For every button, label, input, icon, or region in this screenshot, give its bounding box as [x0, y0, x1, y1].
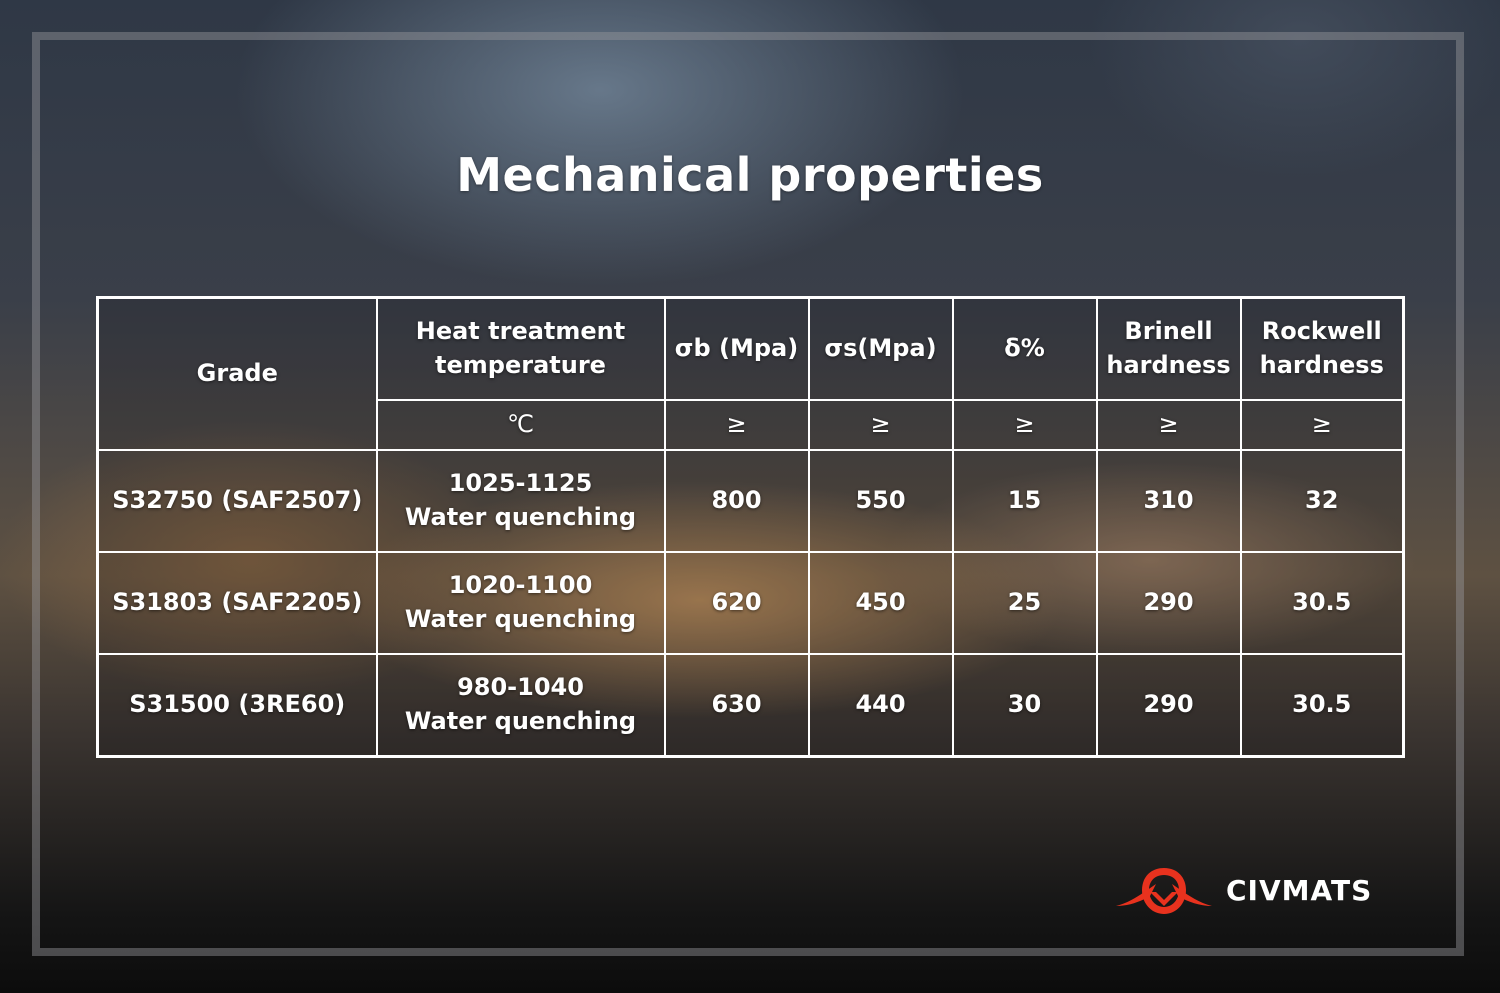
table-row: S31803 (SAF2205) 1020-1100 Water quenchi… [96, 551, 1405, 655]
header-sigma-b: σb (Mpa) [663, 296, 810, 401]
cell-temp: 1020-1100 [448, 571, 593, 600]
header-rockwell-line1: Rockwell [1261, 317, 1382, 346]
cell-brinell: 290 [1095, 551, 1242, 655]
cell-brinell: 310 [1095, 449, 1242, 553]
cell-method: Water quenching [404, 503, 637, 531]
cell-sigma-b: 630 [663, 653, 810, 758]
cell-delta: 15 [951, 449, 1098, 553]
cell-sigma-s: 450 [807, 551, 954, 655]
cell-grade: S31803 (SAF2205) [96, 551, 378, 655]
cell-rockwell: 30.5 [1239, 551, 1405, 655]
page-title: Mechanical properties [456, 148, 1044, 202]
civmats-logo: CIVMATS [1114, 862, 1374, 922]
header-grade: Grade [96, 296, 378, 451]
cell-sigma-s: 440 [807, 653, 954, 758]
header-rockwell: Rockwell hardness [1239, 296, 1405, 401]
header-heat-treatment-line2: temperature [435, 351, 606, 379]
unit-sigma-s: ≥ [807, 399, 954, 451]
header-sigma-s: σs(Mpa) [807, 296, 954, 401]
table-row: S32750 (SAF2507) 1025-1125 Water quenchi… [96, 449, 1405, 553]
mechanical-properties-table: Grade Heat treatment temperature σb (Mpa… [96, 296, 1405, 758]
unit-sigma-b: ≥ [663, 399, 810, 451]
table-units-row: ℃ ≥ ≥ ≥ ≥ ≥ [98, 399, 1405, 451]
header-heat-treatment-line1: Heat treatment [415, 317, 626, 346]
unit-brinell: ≥ [1095, 399, 1242, 451]
cell-temp: 1025-1125 [448, 469, 593, 498]
cell-sigma-b: 800 [663, 449, 810, 553]
cell-delta: 30 [951, 653, 1098, 758]
cell-rockwell: 32 [1239, 449, 1405, 553]
table-row: S31500 (3RE60) 980-1040 Water quenching … [96, 653, 1405, 758]
cell-method: Water quenching [404, 605, 637, 633]
civmats-logo-icon [1116, 868, 1212, 914]
cell-rockwell: 30.5 [1239, 653, 1405, 758]
cell-sigma-b: 620 [663, 551, 810, 655]
cell-heat-treatment: 1025-1125 Water quenching [375, 449, 666, 553]
cell-grade: S31500 (3RE60) [96, 653, 378, 758]
cell-delta: 25 [951, 551, 1098, 655]
header-brinell: Brinell hardness [1095, 296, 1242, 401]
cell-heat-treatment: 980-1040 Water quenching [375, 653, 666, 758]
header-brinell-line1: Brinell [1124, 317, 1213, 346]
cell-brinell: 290 [1095, 653, 1242, 758]
cell-heat-treatment: 1020-1100 Water quenching [375, 551, 666, 655]
cell-method: Water quenching [404, 707, 637, 735]
cell-temp: 980-1040 [457, 673, 584, 702]
background-frame [32, 32, 1464, 956]
header-brinell-line2: hardness [1106, 351, 1231, 379]
unit-heat-treatment: ℃ [375, 399, 666, 451]
header-heat-treatment: Heat treatment temperature [375, 296, 666, 401]
header-rockwell-line2: hardness [1259, 351, 1384, 379]
cell-sigma-s: 550 [807, 449, 954, 553]
cell-grade: S32750 (SAF2507) [96, 449, 378, 553]
unit-rockwell: ≥ [1239, 399, 1405, 451]
table-header-row: Grade Heat treatment temperature σb (Mpa… [96, 296, 1405, 451]
unit-delta: ≥ [951, 399, 1098, 451]
logo-text: CIVMATS [1226, 874, 1373, 907]
header-delta: δ% [951, 296, 1098, 401]
